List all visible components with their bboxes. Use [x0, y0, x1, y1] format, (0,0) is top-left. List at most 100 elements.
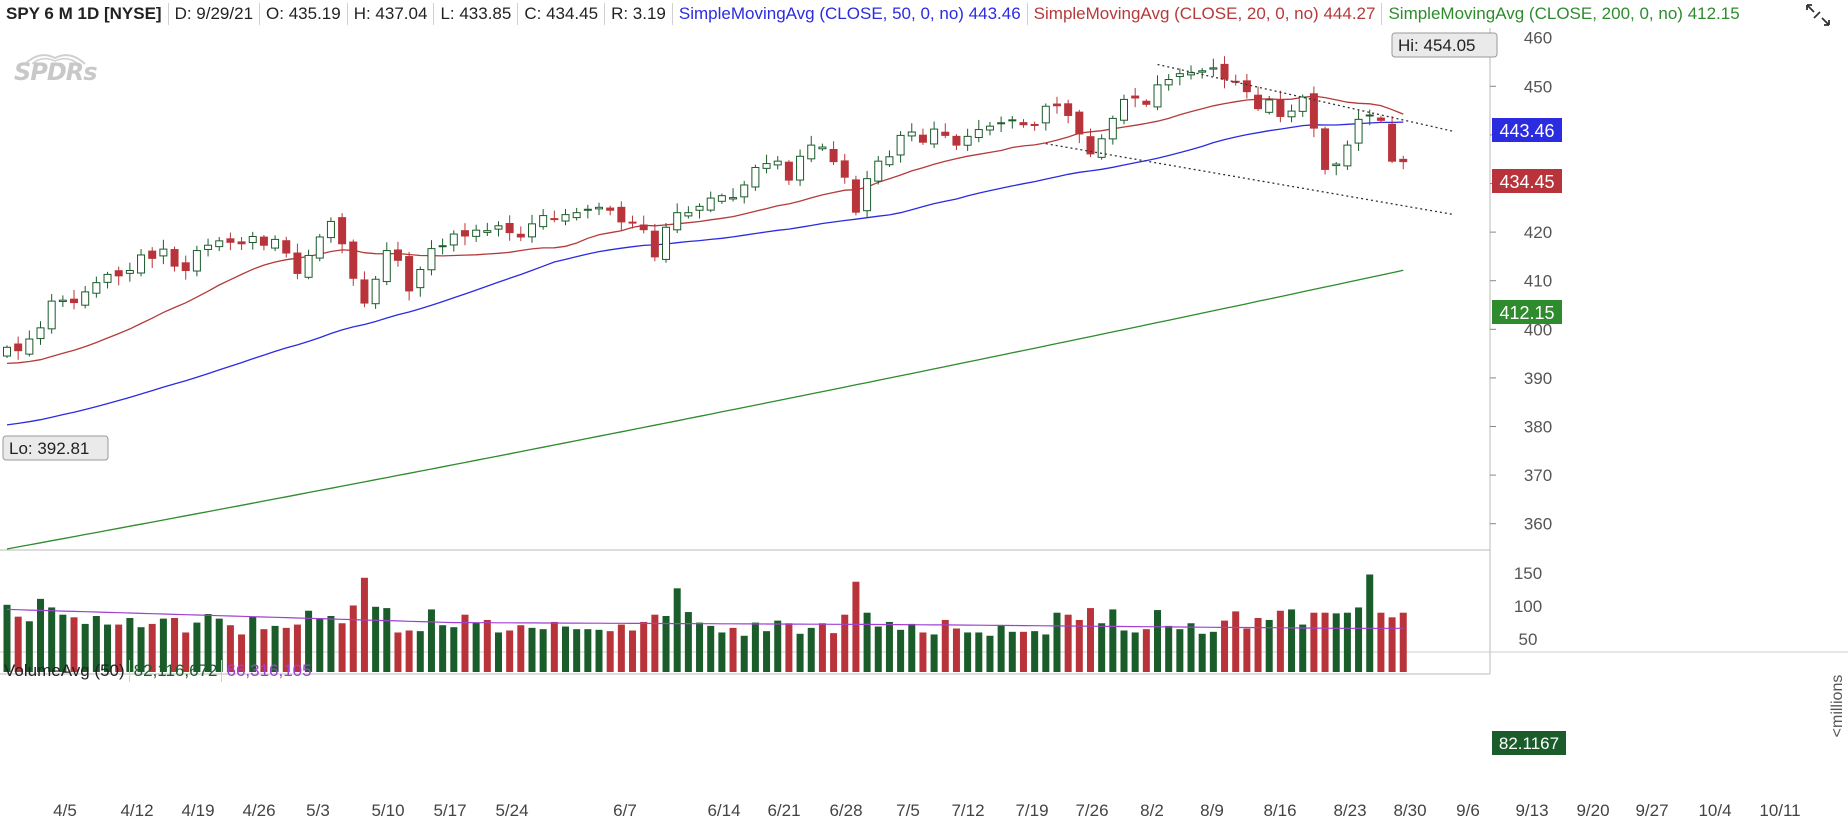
- symbol-label[interactable]: SPY 6 M 1D [NYSE]: [0, 3, 169, 25]
- volume-bar: [1265, 619, 1273, 672]
- candle-body: [1142, 100, 1151, 105]
- candle-body: [505, 222, 514, 234]
- candle: [695, 203, 704, 219]
- volume-bar: [338, 623, 346, 672]
- volume-bar: [204, 614, 212, 672]
- volume-tick-label: 100: [1514, 597, 1542, 616]
- candle-body: [1242, 80, 1251, 93]
- volume-bar: [59, 614, 67, 672]
- volume-last-tag-bg: [1492, 731, 1566, 755]
- sma20-label[interactable]: SimpleMovingAvg (CLOSE, 20, 0, no) 444.2…: [1028, 3, 1383, 25]
- candle: [1153, 75, 1162, 111]
- volume-ylabel: <millions: [1829, 675, 1846, 738]
- volume-bar: [104, 624, 112, 672]
- candle-body: [595, 206, 604, 210]
- candle-body: [617, 206, 626, 223]
- sma20-value: 444.27: [1323, 4, 1376, 23]
- candle-body: [1108, 117, 1117, 140]
- volume-bar: [282, 627, 290, 672]
- candle: [907, 123, 916, 142]
- candle: [1008, 116, 1017, 129]
- candle: [952, 134, 961, 150]
- x-tick-label: 5/3: [306, 801, 330, 820]
- y-tick-label: 400: [1524, 320, 1552, 339]
- volume-tick-label: 50: [1519, 630, 1538, 649]
- x-tick-label: 8/9: [1200, 801, 1224, 820]
- candle-body: [863, 178, 872, 212]
- volume-bar: [841, 614, 849, 672]
- sma200-label[interactable]: SimpleMovingAvg (CLOSE, 200, 0, no) 412.…: [1382, 3, 1745, 25]
- x-tick-label: 9/6: [1456, 801, 1480, 820]
- candle: [103, 271, 112, 289]
- sma50-name: SimpleMovingAvg (CLOSE, 50, 0, no): [678, 4, 964, 23]
- candle-body: [405, 256, 414, 292]
- volume-bar: [3, 604, 11, 672]
- lo-callout-text: Lo: 392.81: [9, 439, 89, 458]
- volume-bar: [1332, 613, 1340, 672]
- x-tick-label: 6/7: [613, 801, 637, 820]
- volume-bar: [1064, 614, 1072, 672]
- candle-body: [1287, 110, 1296, 118]
- sma200-tag: 412.15: [1492, 300, 1562, 324]
- candle-body: [36, 327, 45, 340]
- candle: [941, 123, 950, 139]
- volume-bar: [1276, 610, 1284, 672]
- volume-bar: [885, 621, 893, 672]
- candle: [628, 215, 637, 229]
- candle-body: [1008, 119, 1017, 122]
- candle-body: [1332, 163, 1341, 167]
- sma50-tag-text: 443.46: [1499, 121, 1554, 141]
- volume-bar: [1053, 612, 1061, 672]
- volume-bar: [483, 619, 491, 672]
- candle-body: [930, 128, 939, 145]
- volume-value: 82,116,672: [130, 660, 223, 682]
- candle: [1108, 115, 1117, 145]
- candle: [840, 153, 849, 184]
- sma20-name: SimpleMovingAvg (CLOSE, 20, 0, no): [1033, 4, 1319, 23]
- volume-bar: [707, 625, 715, 672]
- volume-bar: [595, 629, 603, 672]
- volume-bar: [550, 621, 558, 672]
- candle-body: [673, 212, 682, 231]
- candle-body: [3, 346, 11, 357]
- volume-bar: [92, 616, 100, 672]
- x-tick-label: 9/13: [1515, 801, 1548, 820]
- candle-body: [1187, 72, 1196, 76]
- candle-body: [215, 240, 224, 248]
- candle: [583, 204, 592, 219]
- volume-bar: [941, 619, 949, 672]
- candle: [282, 236, 291, 258]
- candle-body: [1120, 98, 1128, 121]
- candle-body: [1376, 117, 1385, 121]
- candle-body: [460, 230, 469, 237]
- candle-body: [550, 218, 559, 221]
- volume-bar: [260, 629, 268, 672]
- y-tick-label: 390: [1524, 369, 1552, 388]
- volume-bar: [394, 632, 402, 672]
- volume-bar: [25, 621, 33, 672]
- candle: [14, 336, 23, 360]
- close-tag: 434.45: [1492, 169, 1562, 193]
- sma50-tag-bg: [1492, 118, 1562, 142]
- y-tick-label: 460: [1524, 29, 1552, 48]
- volume-bar: [964, 632, 972, 672]
- candle: [930, 121, 939, 149]
- volume-study-label[interactable]: VolumeAvg (50): [0, 660, 130, 682]
- volume-avg-value: 66,316,105: [226, 661, 312, 680]
- crosshair-toggle-icon[interactable]: [1804, 2, 1832, 28]
- volume-bar: [472, 622, 480, 672]
- sma50-label[interactable]: SimpleMovingAvg (CLOSE, 50, 0, no) 443.4…: [673, 3, 1028, 25]
- candle: [773, 156, 782, 170]
- candle-body: [941, 131, 950, 136]
- volume-avg-line: [6, 608, 1404, 629]
- volume-bar: [372, 606, 380, 672]
- candle: [527, 214, 536, 243]
- candle-body: [796, 155, 805, 181]
- candle: [606, 205, 615, 216]
- trendline: [1157, 63, 1453, 132]
- volume-bar: [461, 614, 469, 672]
- candle-body: [952, 135, 961, 146]
- candle: [1187, 65, 1196, 80]
- candle: [338, 213, 347, 254]
